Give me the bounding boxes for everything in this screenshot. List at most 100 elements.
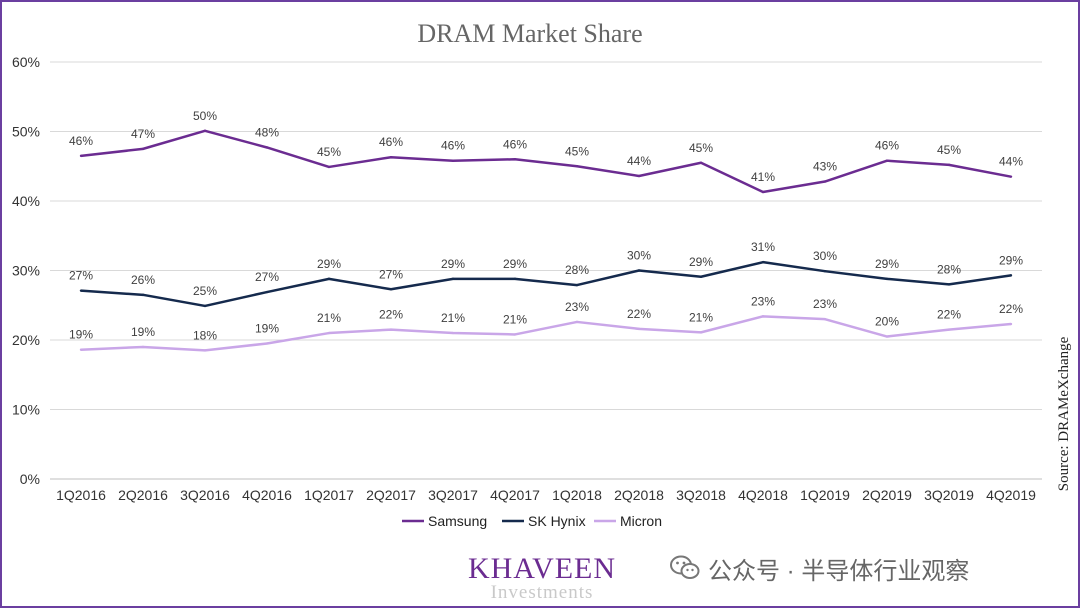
data-label: 46% [441,139,465,153]
data-label: 27% [69,269,93,283]
data-label: 19% [69,328,93,342]
data-label: 22% [999,302,1023,316]
data-point [141,345,145,349]
data-label: 29% [875,257,899,271]
data-label: 26% [131,273,155,287]
data-point [203,304,207,308]
data-point [885,159,889,162]
x-tick-label: 1Q2018 [552,487,602,503]
y-tick-label: 60% [12,54,40,70]
chart-title: DRAM Market Share [417,19,642,48]
data-label: 21% [689,310,713,324]
data-label: 21% [503,312,527,326]
data-label: 30% [813,249,837,263]
data-point [79,289,83,292]
data-point [885,277,889,281]
data-point [637,174,641,178]
data-point [823,269,827,273]
data-point [885,335,889,338]
data-point [699,275,703,278]
legend-label: Samsung [428,513,487,529]
data-label: 23% [813,297,837,311]
data-point [1009,274,1013,277]
x-tick-label: 3Q2017 [428,487,478,503]
data-label: 48% [255,125,279,139]
series-line-sk-hynix [80,260,1012,308]
x-tick-label: 2Q2019 [862,487,912,503]
data-point [947,283,951,286]
data-point [451,331,455,335]
data-label: 23% [565,300,589,314]
x-tick-label: 4Q2017 [490,487,540,503]
data-point [203,129,207,133]
data-label: 46% [379,135,403,149]
gridlines [50,61,1042,480]
data-label: 45% [317,145,341,159]
data-point [141,293,145,297]
series-group: 46% 47% 50% 48% 45% 46% 46% 46% 45% 44% 45% 41% 43% 4… [69,109,1023,352]
data-point [761,315,765,318]
data-label: 30% [627,249,651,263]
x-tick-label: 2Q2018 [614,487,664,503]
data-point [513,333,517,336]
data-point [203,349,207,352]
data-label: 20% [875,315,899,329]
data-point [451,159,455,162]
watermark-text: 公众号 · 半导体行业观察 [708,557,970,585]
data-label: 46% [69,134,93,148]
data-point [823,180,827,183]
data-point [699,331,703,334]
series-line-micron [80,315,1012,352]
legend-label: Micron [620,513,662,529]
x-tick-label: 1Q2017 [304,487,354,503]
x-tick-label: 3Q2018 [676,487,726,503]
data-point [1009,322,1013,326]
data-label: 43% [813,160,837,174]
data-label: 19% [255,321,279,335]
data-point [389,156,393,159]
data-point [327,331,331,335]
data-point [513,158,517,161]
logo-main-text: KHAVEEN [467,552,617,585]
data-label: 29% [441,257,465,271]
data-label: 45% [937,143,961,157]
data-point [327,277,331,281]
series-line-samsung [80,129,1012,194]
data-label: 29% [503,257,527,271]
data-label: 29% [317,257,341,271]
data-label: 21% [317,311,341,325]
data-point [823,317,827,321]
y-tick-label: 0% [20,471,40,487]
data-label: 31% [751,240,775,254]
data-label: 19% [131,325,155,339]
x-tick-label: 4Q2018 [738,487,788,503]
source-note: Source: DRAMeXchange [1056,336,1072,491]
data-point [79,348,83,351]
data-label: 22% [937,308,961,322]
x-axis: 1Q2016 2Q2016 3Q2016 4Q2016 1Q2017 2Q2017 3Q20… [56,487,1036,503]
legend-label: SK Hynix [528,513,586,529]
x-tick-label: 4Q2016 [242,487,292,503]
data-point [389,328,393,331]
data-point [327,165,331,169]
data-point [513,277,517,281]
x-tick-label: 4Q2019 [986,487,1036,503]
x-tick-label: 3Q2019 [924,487,974,503]
y-axis: 0% 10% 20% 30% 40% 50% 60% [12,54,40,487]
data-point [265,146,269,149]
logo-sub-text: Investments [490,582,594,603]
data-point [947,328,951,331]
y-tick-label: 50% [12,124,40,140]
data-point [575,165,579,168]
y-tick-label: 30% [12,263,40,279]
data-point [947,163,951,167]
x-tick-label: 3Q2016 [180,487,230,503]
data-point [637,327,641,331]
data-label: 27% [379,267,403,281]
data-label: 22% [627,307,651,321]
x-tick-label: 1Q2019 [800,487,850,503]
data-label: 41% [751,170,775,184]
y-tick-label: 20% [12,332,40,348]
data-point [637,269,641,272]
